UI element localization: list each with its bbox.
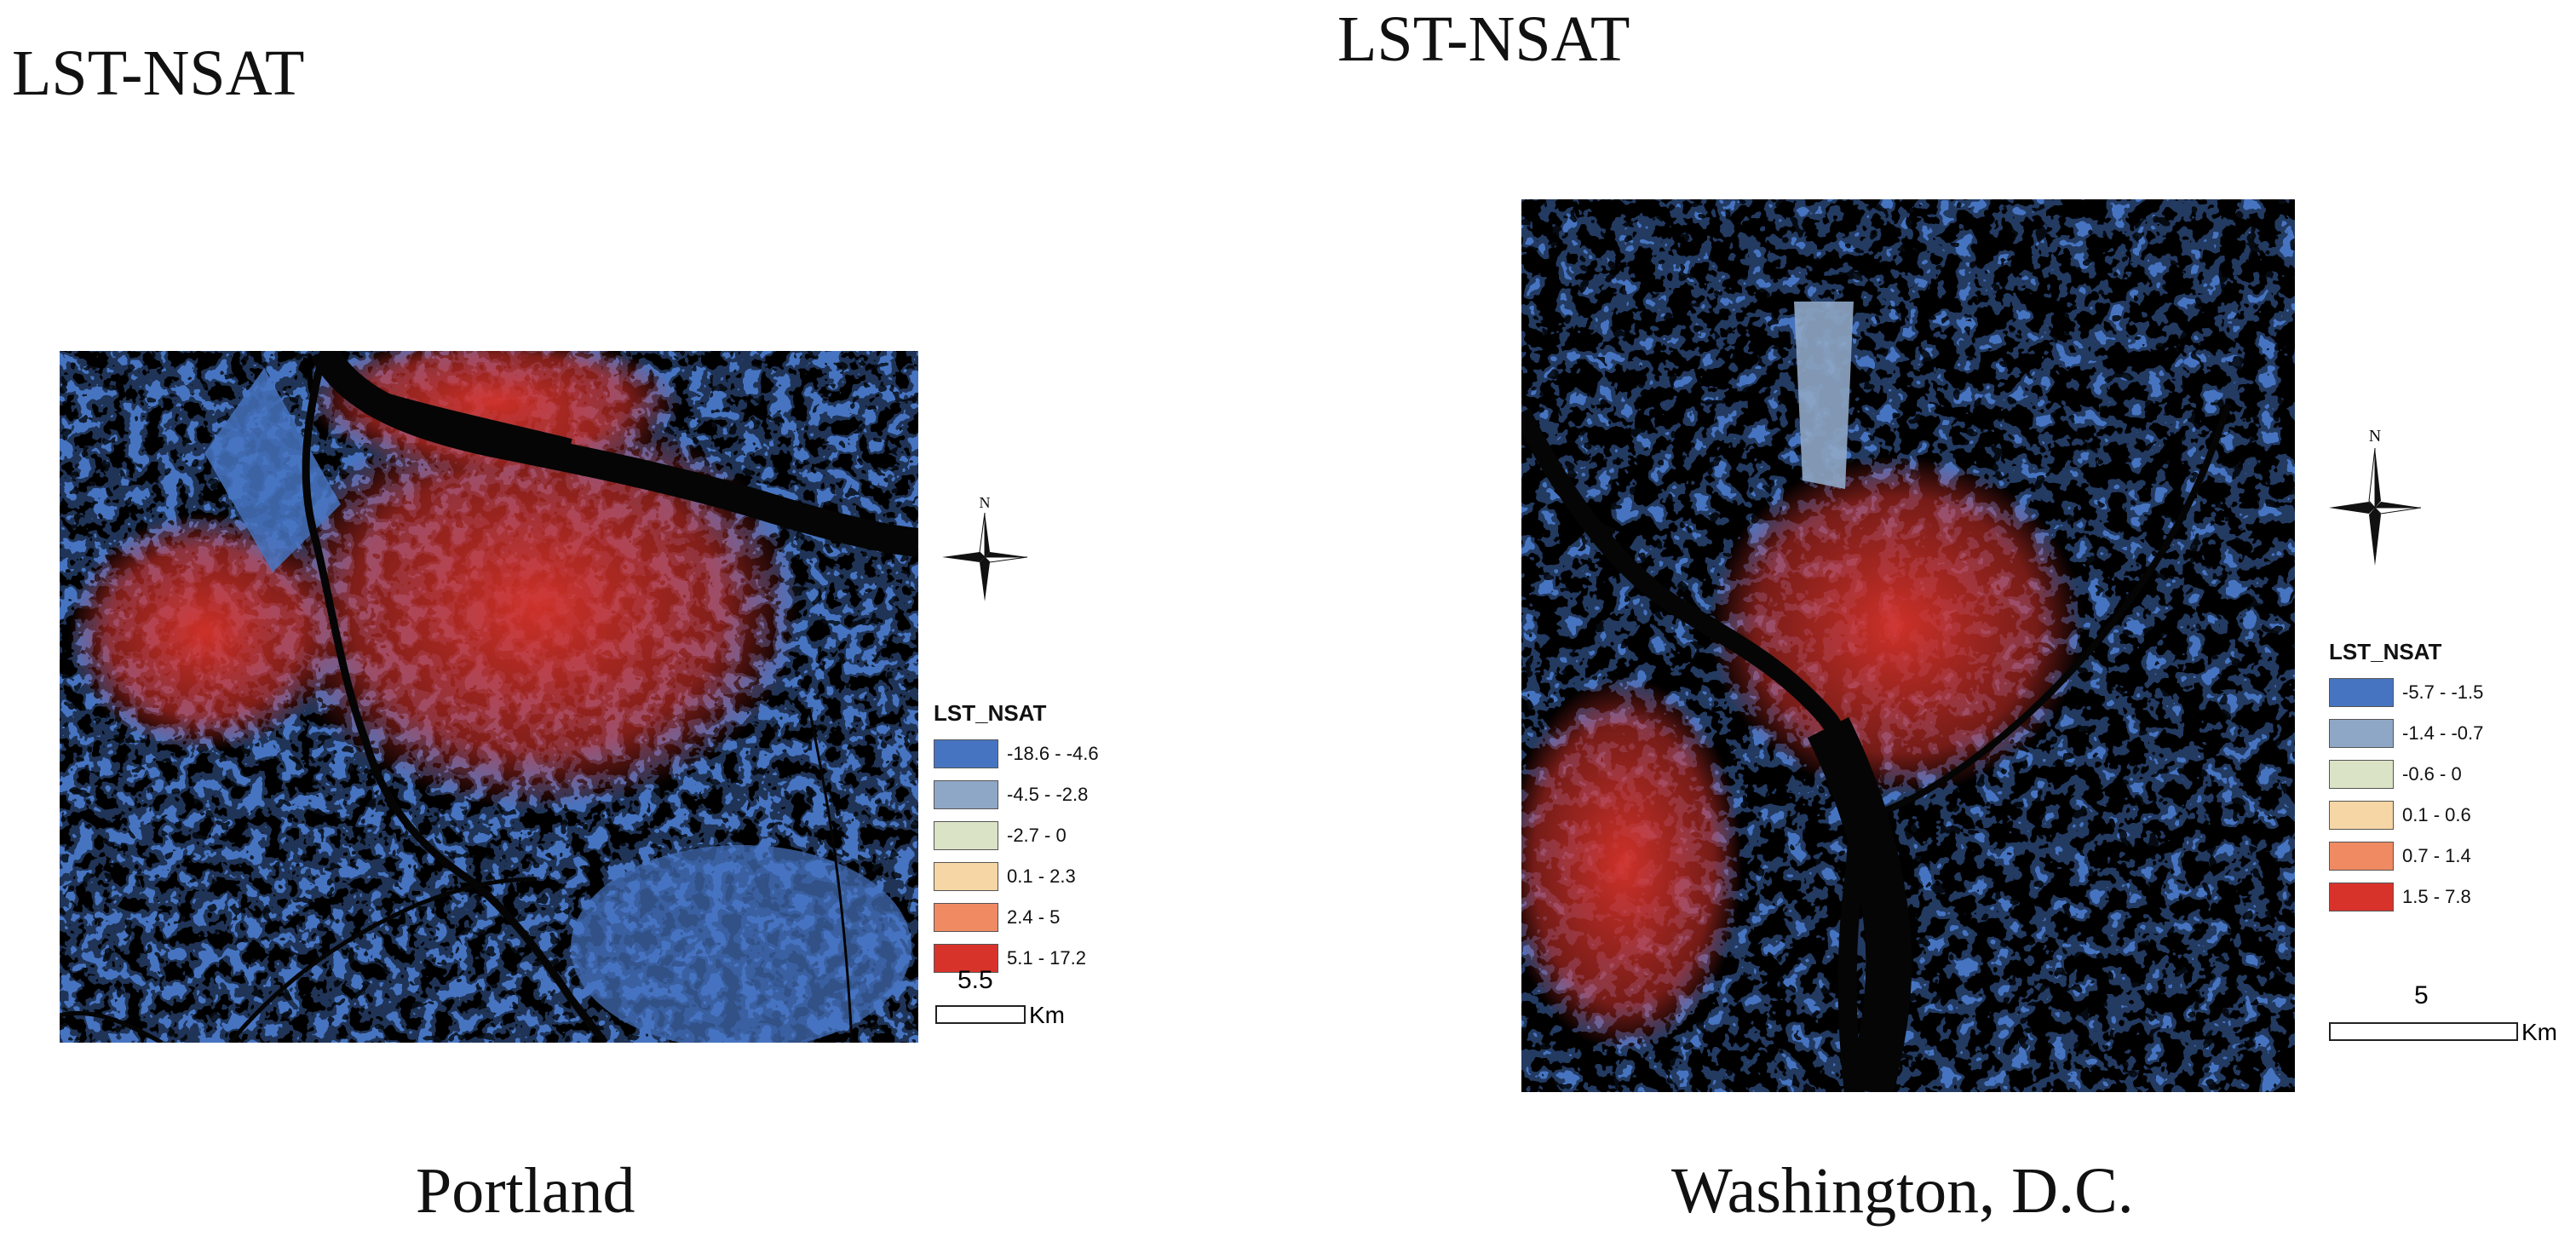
scale-bar-graphic: [935, 1005, 1026, 1024]
washington-north-arrow: N: [2327, 424, 2423, 567]
legend-item: 0.1 - 2.3: [934, 859, 1099, 894]
legend-swatch: [2329, 801, 2394, 830]
legend-title: LST_NSAT: [2329, 639, 2442, 664]
scale-value: 5: [2414, 981, 2429, 1009]
legend-item: -18.6 - -4.6: [934, 736, 1099, 772]
legend-label: 0.1 - 0.6: [2402, 804, 2471, 825]
legend-label: -0.6 - 0: [2402, 763, 2462, 785]
north-label: N: [980, 494, 991, 511]
legend-label: 1.5 - 7.8: [2402, 886, 2471, 907]
columbia-river: [310, 351, 918, 557]
portland-lst-map: [60, 351, 918, 1043]
legend-item: -2.7 - 0: [934, 818, 1099, 854]
legend-swatch: [934, 780, 998, 809]
legend-swatch: [934, 862, 998, 891]
river-channel: [338, 379, 572, 451]
washington-caption: Washington, D.C.: [1671, 1155, 2134, 1227]
scale-unit: Km: [2521, 1019, 2557, 1045]
tributary-river: [228, 877, 538, 1043]
southwest-river: [60, 1010, 164, 1043]
legend-title: LST_NSAT: [934, 700, 1047, 726]
washington-lst-map: [1521, 199, 2295, 1092]
scale-unit: Km: [1029, 1002, 1065, 1028]
southwest-heat-area: [1521, 676, 1743, 1051]
legend-label: -1.4 - -0.7: [2402, 722, 2484, 744]
north-arrow-icon: N: [2329, 427, 2422, 566]
portland-title: LST-NSAT: [12, 37, 305, 109]
portland-map-canvas: [60, 351, 918, 1043]
legend-label: 2.4 - 5: [1007, 906, 1061, 928]
legend-label: -2.7 - 0: [1007, 825, 1067, 846]
legend-swatch: [2329, 842, 2394, 871]
legend-swatch: [2329, 678, 2394, 707]
anacostia-river: [1877, 402, 2232, 816]
washington-map-canvas: [1521, 199, 2295, 1092]
portland-scale-bar: 5.5 Km: [934, 968, 1087, 1036]
legend-swatch: [2329, 760, 2394, 789]
legend-item: 0.1 - 0.6: [2329, 797, 2483, 833]
washington-scale-bar: 5 Km: [2329, 981, 2557, 1051]
north-cool-strip: [1794, 302, 1854, 489]
legend-label: -5.7 - -1.5: [2402, 681, 2484, 703]
north-heat-area: [307, 351, 681, 470]
legend-swatch: [934, 903, 998, 932]
potomac-lower-channel: [1807, 716, 1912, 1092]
portland-north-arrow: N: [940, 492, 1029, 607]
legend-item: 0.7 - 1.4: [2329, 838, 2483, 874]
scale-bar-graphic: [2329, 1022, 2518, 1041]
urban-heat-core: [1709, 455, 2084, 796]
legend-item: 5.1 - 17.2: [934, 940, 1099, 976]
north-label: N: [2369, 427, 2381, 446]
legend-label: 5.1 - 17.2: [1007, 947, 1086, 969]
legend-label: 0.7 - 1.4: [2402, 845, 2471, 866]
legend-label: -4.5 - -2.8: [1007, 784, 1089, 805]
potomac-river: [1521, 408, 1866, 1092]
legend-item: -1.4 - -0.7: [2329, 716, 2483, 751]
scale-value: 5.5: [957, 966, 993, 994]
legend-item: 2.4 - 5: [934, 900, 1099, 935]
northwest-cool-strip: [204, 368, 341, 572]
legend-item: -0.6 - 0: [2329, 756, 2483, 792]
washington-title: LST-NSAT: [1337, 3, 1630, 75]
legend-item: 1.5 - 7.8: [2329, 879, 2483, 915]
urban-heat-core: [273, 402, 801, 811]
washington-legend: LST_NSAT -5.7 - -1.5 -1.4 - -0.7 -0.6 - …: [2329, 641, 2483, 920]
legend-label: 0.1 - 2.3: [1007, 865, 1076, 887]
legend-item: -4.5 - -2.8: [934, 777, 1099, 813]
portland-caption: Portland: [416, 1155, 635, 1227]
legend-item: -5.7 - -1.5: [2329, 675, 2483, 710]
north-arrow-icon: N: [942, 494, 1028, 601]
legend-swatch: [2329, 719, 2394, 748]
east-stream: [808, 708, 854, 1043]
southeast-cool-area: [571, 845, 911, 1043]
tributary-stream: [1553, 486, 1616, 534]
west-heat-area: [68, 513, 341, 751]
legend-swatch: [2329, 883, 2394, 911]
legend-label: -18.6 - -4.6: [1007, 743, 1099, 764]
willamette-river: [302, 351, 608, 1043]
legend-swatch: [934, 739, 998, 768]
legend-swatch: [934, 821, 998, 850]
portland-legend: LST_NSAT -18.6 - -4.6 -4.5 - -2.8 -2.7 -…: [934, 702, 1099, 981]
legend-swatch: [934, 944, 998, 973]
